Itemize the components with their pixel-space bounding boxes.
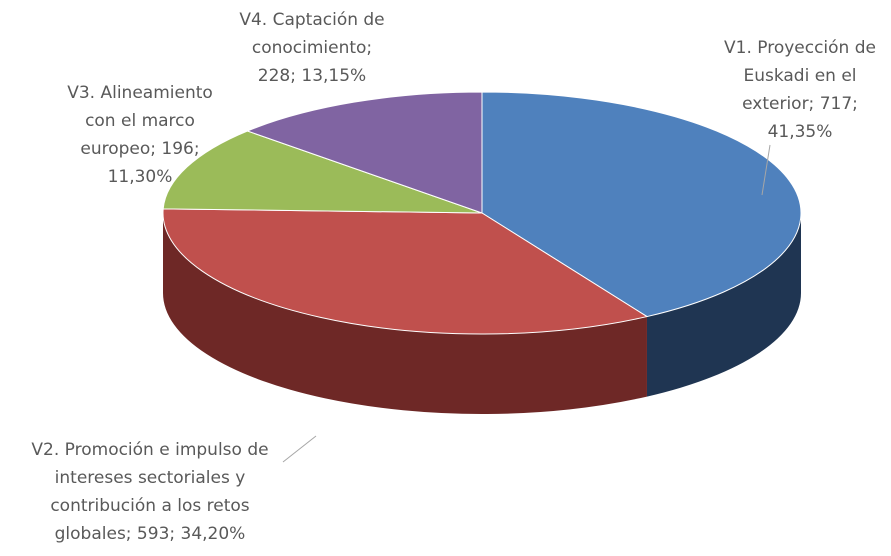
data-label: V4. Captación de <box>239 10 384 30</box>
data-label: conocimiento; <box>252 38 372 58</box>
data-label: 11,30% <box>108 167 173 187</box>
data-label: intereses sectoriales y <box>55 468 246 488</box>
data-label: europeo; 196; <box>80 139 199 159</box>
data-label: contribución a los retos <box>50 496 249 516</box>
data-label: V2. Promoción e impulso de <box>31 440 268 460</box>
leader-line <box>761 144 771 196</box>
data-label: 228; 13,15% <box>258 66 366 86</box>
data-label: exterior; 717; <box>742 94 858 114</box>
data-label: con el marco <box>85 111 195 131</box>
labels: V1. Proyección de Euskadi en el exterior; … <box>31 10 876 544</box>
pie <box>162 91 802 414</box>
data-label: V1. Proyección de <box>724 38 876 58</box>
data-label: Euskadi en el <box>743 66 856 86</box>
slice <box>246 91 483 214</box>
leader-line <box>282 435 317 463</box>
data-label: V3. Alineamiento <box>67 83 213 103</box>
slice <box>162 208 649 335</box>
slice-side <box>646 213 801 397</box>
data-label: globales; 593; 34,20% <box>55 524 246 544</box>
slice <box>162 130 483 214</box>
slice <box>481 91 802 318</box>
data-label: 41,35% <box>768 122 833 142</box>
slice-side <box>163 213 647 414</box>
